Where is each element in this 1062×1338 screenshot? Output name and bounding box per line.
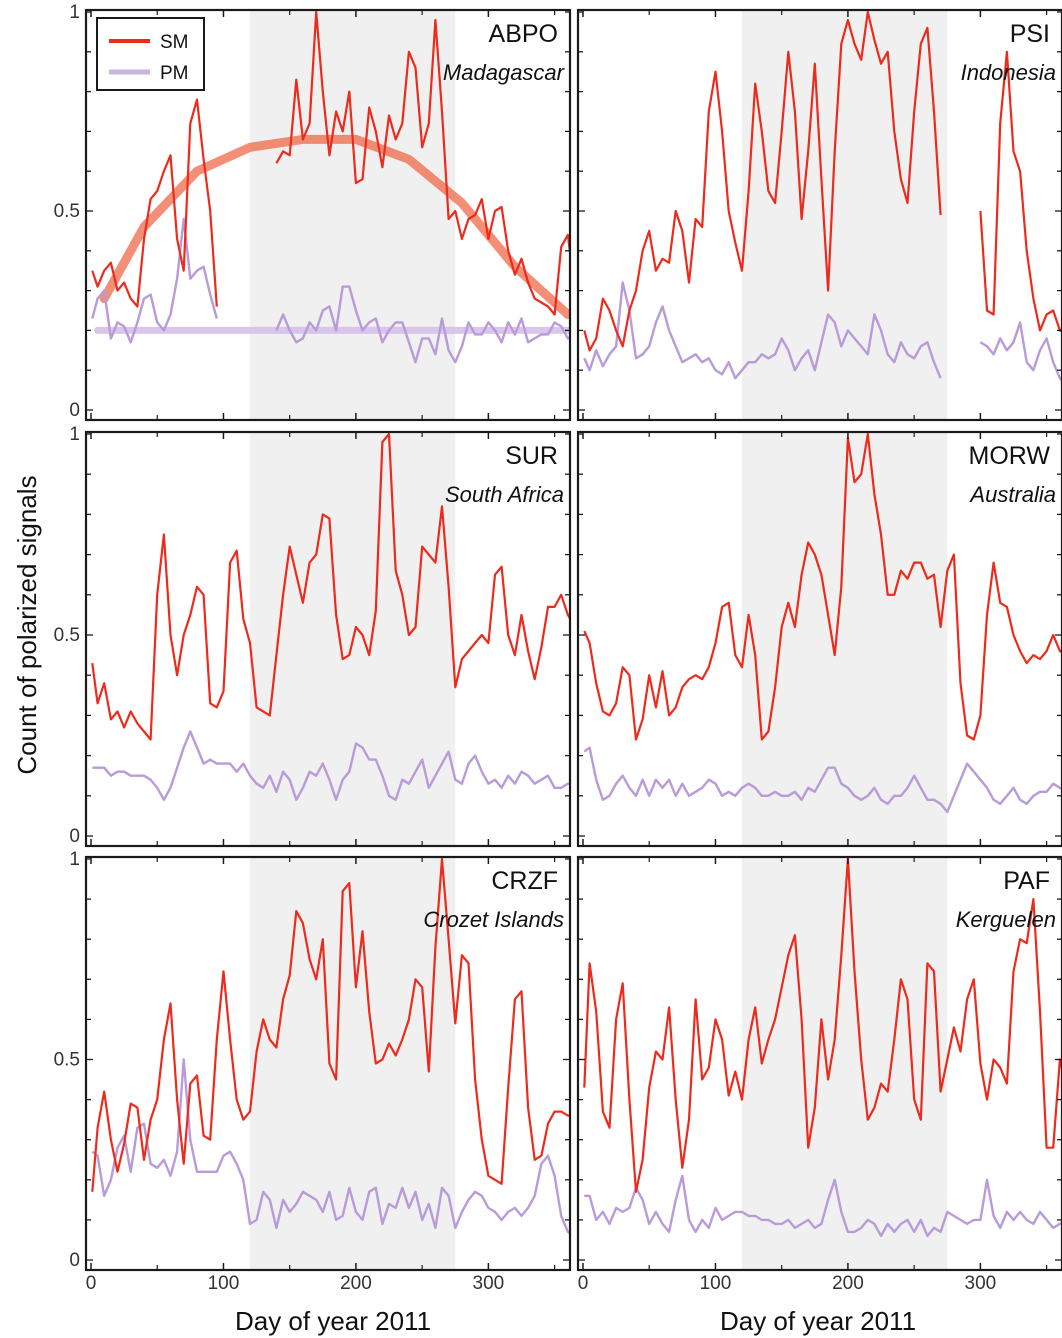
- panel-morw-plot-area: [583, 432, 1062, 814]
- panel-psi-shaded-region: [741, 11, 948, 419]
- panel-psi-series-pm-line-1: [979, 321, 1062, 383]
- panels: 0 0.5 1 ABPO Madagascar PSI Indonesia 0 0.5 1 SUR S…: [54, 2, 1062, 1294]
- panel-paf-x-tick-label-3: 300: [965, 1273, 997, 1294]
- panel-psi-frame: [576, 8, 1062, 422]
- legend-box: [96, 17, 205, 91]
- panel-crzf-x-tick-label-2: 200: [340, 1273, 372, 1294]
- panel-morw-frame: [576, 430, 1062, 848]
- x-axis-label-right: Day of year 2011: [720, 1306, 916, 1336]
- panel-crzf-x-tick-label-3: 300: [473, 1273, 505, 1294]
- panel-crzf-series-sm-line-0: [91, 857, 570, 1192]
- panel-sur-station-label: SUR: [505, 442, 558, 470]
- panel-abpo-location-label: Madagascar: [443, 60, 566, 85]
- panel-paf-series-sm-line-0: [583, 857, 1062, 1193]
- panel-paf-station-label: PAF: [1003, 867, 1050, 895]
- panel-sur: 0 0.5 1 SUR South Africa: [54, 424, 572, 848]
- panel-crzf-frame: [84, 855, 572, 1272]
- panel-morw-series-sm-line-0: [583, 432, 1062, 741]
- panel-paf-x-tick-label-1: 100: [700, 1273, 732, 1294]
- panel-morw-series-pm-line-0: [583, 746, 1062, 814]
- panel-abpo-plot-area: [91, 10, 570, 364]
- panel-crzf-x-tick-label-1: 100: [208, 1273, 240, 1294]
- panel-sur-location-label: South Africa: [445, 482, 564, 507]
- panel-abpo-y-tick-label-0: 0: [69, 400, 80, 421]
- panel-sur-y-tick-label-1: 0.5: [54, 625, 80, 646]
- panel-psi-station-label: PSI: [1010, 20, 1050, 48]
- panel-crzf-y-tick-label-0: 0: [69, 1250, 80, 1271]
- panel-psi-series-pm-line-0: [583, 281, 942, 380]
- panel-abpo-y-tick-label-2: 1: [69, 2, 80, 23]
- panel-sur-plot-area: [91, 432, 570, 801]
- panel-morw-location-label: Australia: [968, 482, 1056, 507]
- panel-psi-series-sm-line-1: [979, 50, 1062, 333]
- panel-sur-series-sm-line-0: [91, 432, 570, 741]
- panel-abpo: 0 0.5 1 ABPO Madagascar: [54, 2, 572, 422]
- panel-morw: MORW Australia: [576, 430, 1062, 848]
- x-axis-label-left: Day of year 2011: [235, 1306, 431, 1336]
- panel-sur-frame: [84, 430, 572, 848]
- panel-sur-series-pm-line-0: [92, 730, 570, 801]
- panel-crzf-x-tick-label-0: 0: [86, 1273, 97, 1294]
- panel-crzf: 0 100 200 300 0 0.5 1 CRZF Crozet Islands: [54, 849, 572, 1294]
- legend: SM PM: [96, 17, 205, 91]
- panel-abpo-series-sm-line-1: [275, 10, 570, 316]
- panel-crzf-y-tick-label-2: 1: [69, 849, 80, 870]
- panel-abpo-frame: [84, 8, 572, 422]
- y-axis-label: Count of polarized signals: [12, 475, 42, 774]
- panel-paf-series-pm-line-0: [584, 1174, 1062, 1238]
- panel-crzf-plot-area: [91, 857, 570, 1235]
- panel-abpo-shaded-region: [249, 11, 456, 419]
- panel-psi-location-label: Indonesia: [961, 60, 1056, 85]
- panel-crzf-location-label: Crozet Islands: [423, 907, 564, 932]
- panel-paf-plot-area: [583, 857, 1062, 1238]
- panel-morw-station-label: MORW: [969, 442, 1051, 470]
- panel-abpo-series-pm-line-1: [275, 285, 570, 364]
- panel-paf-x-tick-label-0: 0: [578, 1273, 589, 1294]
- panel-sur-y-tick-label-0: 0: [69, 826, 80, 847]
- legend-sm-label: SM: [160, 32, 189, 53]
- panel-paf-x-tick-label-2: 200: [832, 1273, 864, 1294]
- legend-pm-label: PM: [160, 63, 189, 84]
- panel-psi-series-sm-line-0: [583, 10, 942, 352]
- panel-paf-location-label: Kerguelen: [956, 907, 1056, 932]
- panel-psi-plot-area: [583, 10, 1062, 383]
- panel-sur-y-tick-label-2: 1: [69, 424, 80, 445]
- panel-paf: 0 100 200 300 PAF Kerguelen: [576, 855, 1062, 1294]
- panel-paf-frame: [576, 855, 1062, 1272]
- panel-paf-shaded-region: [741, 858, 948, 1269]
- panel-abpo-station-label: ABPO: [489, 20, 558, 48]
- panel-abpo-series-pm-line-0: [91, 217, 218, 344]
- panel-abpo-y-tick-label-1: 0.5: [54, 201, 80, 222]
- panel-abpo-series-sm-line-0: [91, 98, 218, 308]
- panel-psi: PSI Indonesia: [576, 8, 1062, 422]
- panel-crzf-y-tick-label-1: 0.5: [54, 1050, 80, 1071]
- panel-crzf-series-pm-line-0: [91, 1058, 570, 1235]
- panel-crzf-station-label: CRZF: [491, 867, 558, 895]
